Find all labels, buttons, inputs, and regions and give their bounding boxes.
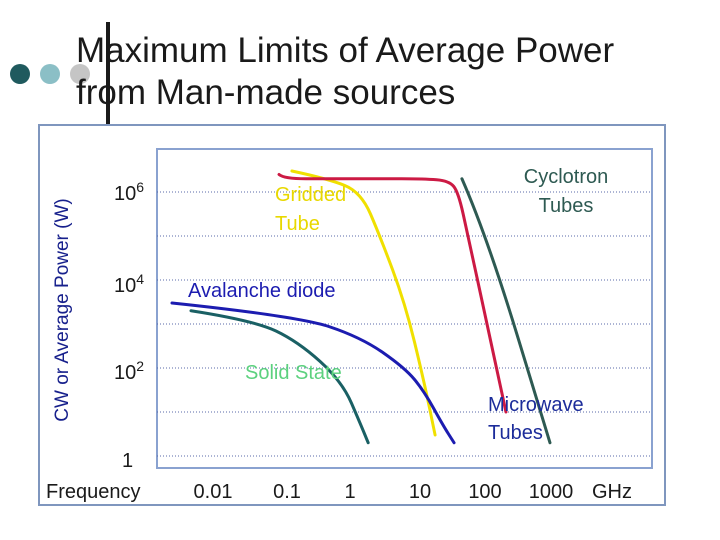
x-tick-label: 1000	[529, 481, 574, 503]
x-axis-label: Frequency	[46, 481, 141, 503]
y-tick-label: 1	[122, 450, 133, 472]
cyclotron-tubes-label-line2: Tubes	[539, 195, 594, 217]
y-tick-label: 104	[114, 271, 144, 297]
avalanche-diode-line	[170, 301, 456, 445]
title-bullet-dark	[10, 64, 30, 84]
x-tick-label: 100	[468, 481, 501, 503]
solid-state-label: Solid State	[245, 362, 342, 384]
gridded-tube-label: Gridded	[275, 184, 346, 206]
title-bullet-light	[70, 64, 90, 84]
microwave-tubes-line	[277, 172, 508, 414]
y-tick-label: 106	[114, 179, 144, 205]
title-line-2: from Man-made sources	[76, 73, 456, 112]
title-line-1: Maximum Limits of Average Power	[76, 31, 615, 70]
avalanche-diode-label: Avalanche diode	[188, 280, 336, 302]
x-tick-label: 1	[344, 481, 355, 503]
slide-title: Maximum Limits of Average Power from Man…	[76, 30, 716, 114]
x-tick-label: 0.1	[273, 481, 301, 503]
x-tick-label: 10	[409, 481, 431, 503]
gridded-tube-label-line2: Tube	[275, 213, 320, 235]
title-bullet-mid	[40, 64, 60, 84]
gridded-tube-line	[290, 169, 437, 437]
x-axis-unit: GHz	[592, 481, 632, 503]
x-tick-label: 0.01	[194, 481, 233, 503]
cyclotron-tubes-label: Cyclotron	[524, 166, 608, 188]
y-axis-label: CW or Average Power (W)	[52, 198, 73, 422]
microwave-tubes-label-line2: Tubes	[488, 422, 543, 444]
title-divider	[106, 22, 110, 126]
microwave-tubes-label: Microwave	[488, 394, 584, 416]
solid-state-line	[189, 309, 370, 445]
y-tick-label: 102	[114, 358, 144, 384]
cyclotron-tubes-line	[460, 177, 552, 445]
